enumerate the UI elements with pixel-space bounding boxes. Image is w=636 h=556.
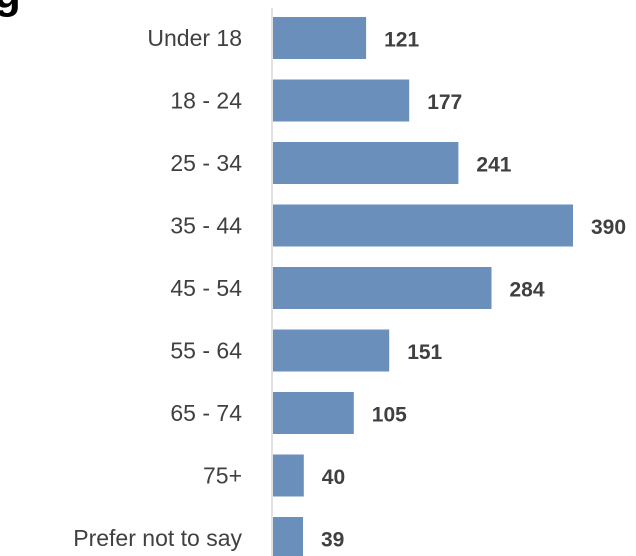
value-label: 40 [322,466,345,489]
category-label: 35 - 44 [170,213,242,239]
category-label: 55 - 64 [170,338,242,364]
category-label: 65 - 74 [170,400,242,426]
category-label: 18 - 24 [170,88,242,114]
bar [273,142,459,184]
value-label: 105 [372,404,407,427]
value-label: 284 [510,279,545,302]
value-label: 390 [591,216,626,239]
bar [273,267,492,309]
category-label: Under 18 [147,25,242,51]
category-label: 45 - 54 [170,275,242,301]
value-label: 151 [407,341,442,364]
category-label: 25 - 34 [170,150,242,176]
bar [273,204,573,247]
bar [273,79,410,122]
value-label: 121 [384,29,419,52]
bar [273,17,367,59]
bar [273,454,304,497]
category-label: Prefer not to say [73,525,242,551]
chart-title: g [0,0,21,16]
category-label: 75+ [203,463,242,489]
bars-group [273,17,573,556]
value-label: 39 [321,529,344,552]
value-label: 241 [476,154,511,177]
bar [273,329,390,372]
value-label: 177 [427,91,462,114]
bar [273,517,303,556]
bar [273,392,354,434]
category-labels-group: Under 18 18 - 24 25 - 34 35 - 44 45 - 54 55 -… [73,25,242,551]
value-labels-group: 121 177 241 390 284 151 105 40 39 [321,29,626,552]
